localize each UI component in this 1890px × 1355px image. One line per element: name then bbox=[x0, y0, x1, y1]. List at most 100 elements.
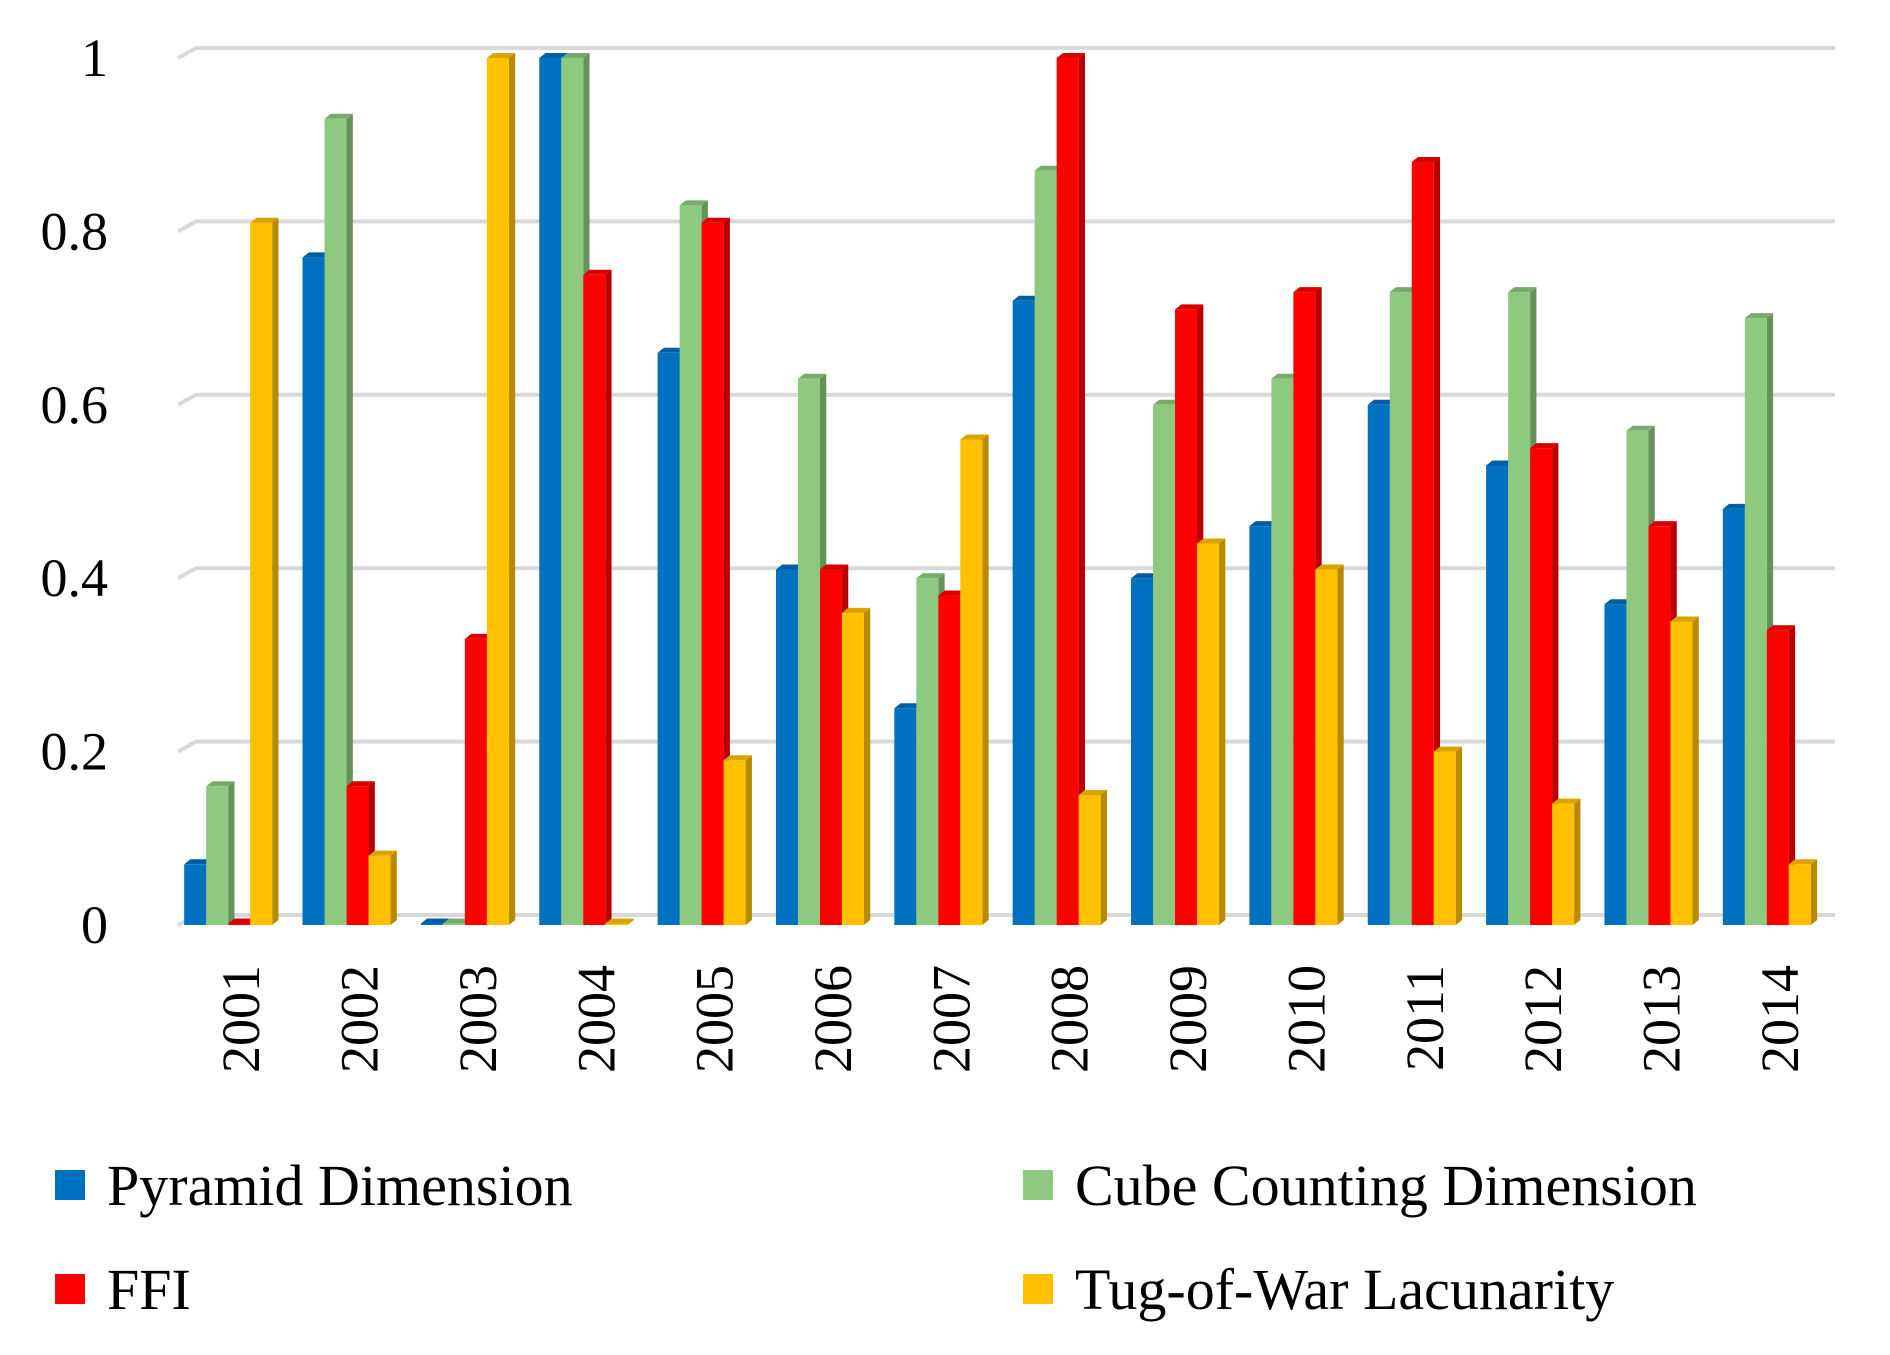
bar-top bbox=[1744, 313, 1774, 319]
gridline bbox=[177, 392, 1835, 407]
bar-front bbox=[723, 760, 746, 925]
bar-top bbox=[1766, 625, 1796, 631]
bar-top bbox=[206, 781, 235, 787]
legend-label: Cube Counting Dimension bbox=[1075, 1152, 1697, 1218]
bar-front bbox=[561, 58, 584, 925]
bar-side bbox=[508, 53, 516, 925]
bar-side bbox=[1788, 625, 1796, 925]
x-tick-label: 2007 bbox=[921, 965, 981, 1073]
bar-front bbox=[1744, 318, 1767, 926]
bar-top bbox=[324, 113, 353, 119]
bar bbox=[1670, 616, 1699, 925]
bar-side bbox=[1100, 789, 1107, 925]
y-tick-label: 0.2 bbox=[41, 722, 109, 782]
bar-top bbox=[1034, 165, 1063, 171]
x-tick-label: 2014 bbox=[1750, 965, 1810, 1073]
bar-front bbox=[206, 786, 229, 925]
bar-front bbox=[797, 378, 820, 925]
bar-top bbox=[1552, 798, 1581, 804]
bar-top bbox=[916, 573, 945, 579]
bar-front bbox=[1197, 543, 1220, 925]
bar-front bbox=[1293, 292, 1316, 926]
bar-front bbox=[1530, 448, 1553, 925]
bar-front bbox=[841, 612, 864, 925]
bar-top bbox=[1271, 373, 1300, 379]
bar-side bbox=[1692, 616, 1699, 925]
bar-top bbox=[938, 590, 967, 596]
bar-front bbox=[368, 855, 391, 925]
x-tick-label: 2003 bbox=[448, 965, 508, 1073]
bar bbox=[206, 781, 235, 925]
bar-side bbox=[723, 217, 730, 926]
bar-side bbox=[863, 607, 871, 925]
bar bbox=[1433, 746, 1463, 925]
bar bbox=[1315, 564, 1344, 925]
bar-top bbox=[1293, 287, 1322, 293]
bar-top bbox=[302, 252, 331, 258]
bar-side bbox=[390, 850, 397, 925]
x-tick-label: 2004 bbox=[566, 965, 626, 1073]
bars bbox=[184, 53, 1818, 926]
y-tick-label: 0 bbox=[81, 895, 108, 955]
bar-front bbox=[1012, 300, 1035, 925]
bar-top bbox=[775, 564, 805, 570]
bar-front bbox=[701, 222, 724, 926]
bar-top bbox=[894, 703, 923, 709]
bar-front bbox=[486, 58, 509, 925]
bar-top bbox=[1153, 399, 1182, 405]
bar bbox=[1766, 625, 1796, 925]
bar-top bbox=[797, 373, 827, 379]
bar-front bbox=[324, 118, 347, 925]
bar-front bbox=[1411, 162, 1434, 926]
bar-top bbox=[1367, 399, 1397, 405]
bar-top bbox=[960, 434, 989, 440]
bar-front bbox=[1056, 58, 1079, 925]
bar-side bbox=[982, 434, 989, 925]
bar-side bbox=[1337, 564, 1344, 925]
bar-front bbox=[1175, 309, 1198, 925]
bar-top bbox=[442, 918, 472, 924]
bar-side bbox=[1455, 746, 1463, 925]
bar-top bbox=[486, 53, 516, 58]
bar-top bbox=[679, 200, 708, 206]
x-tick-label: 2013 bbox=[1631, 965, 1691, 1073]
bar-front bbox=[1604, 604, 1627, 925]
bar-front bbox=[1078, 794, 1101, 925]
x-axis-ticks: 2001 2002 2003 2004 2005 2006 2007 2008 2009 2010… bbox=[211, 965, 1810, 1073]
x-tick-label: 2008 bbox=[1040, 965, 1100, 1073]
bar-top bbox=[1389, 287, 1419, 293]
y-tick-label: 0.4 bbox=[41, 548, 109, 608]
y-tick-label: 1 bbox=[81, 28, 108, 88]
bar-top bbox=[539, 53, 568, 58]
bar bbox=[960, 434, 989, 925]
bar-front bbox=[442, 923, 465, 925]
bar-chart: 00.20.40.60.81 2001 2002 2003 2004 2005 2006 2… bbox=[41, 28, 1835, 1073]
bar-front bbox=[1670, 621, 1693, 925]
legend-swatch bbox=[1023, 1274, 1053, 1304]
bar-front bbox=[1552, 803, 1575, 925]
bar-top bbox=[1131, 573, 1160, 579]
bar-top bbox=[1626, 425, 1655, 431]
bar-front bbox=[960, 439, 983, 925]
bar-top bbox=[1249, 521, 1278, 527]
bar-top bbox=[1530, 443, 1559, 449]
bar-front bbox=[346, 786, 369, 925]
bar-top bbox=[1056, 53, 1085, 58]
legend-item-ffi: FFI bbox=[55, 1254, 191, 1324]
bar-front bbox=[1626, 430, 1649, 925]
bar-front bbox=[1153, 404, 1176, 925]
x-tick-label: 2006 bbox=[803, 965, 863, 1073]
gridline bbox=[177, 46, 1835, 60]
bar-front bbox=[1315, 569, 1338, 925]
bar bbox=[605, 918, 634, 925]
bar-front bbox=[1249, 526, 1272, 925]
bar-front bbox=[1367, 404, 1390, 925]
bar-top bbox=[1604, 599, 1633, 605]
bar-top bbox=[1315, 564, 1344, 570]
bar-top bbox=[561, 53, 590, 58]
bar-top bbox=[1486, 460, 1515, 466]
x-tick-label: 2012 bbox=[1513, 965, 1573, 1073]
bar-side bbox=[228, 781, 235, 925]
bar-front bbox=[420, 923, 443, 925]
bar-front bbox=[184, 864, 207, 925]
